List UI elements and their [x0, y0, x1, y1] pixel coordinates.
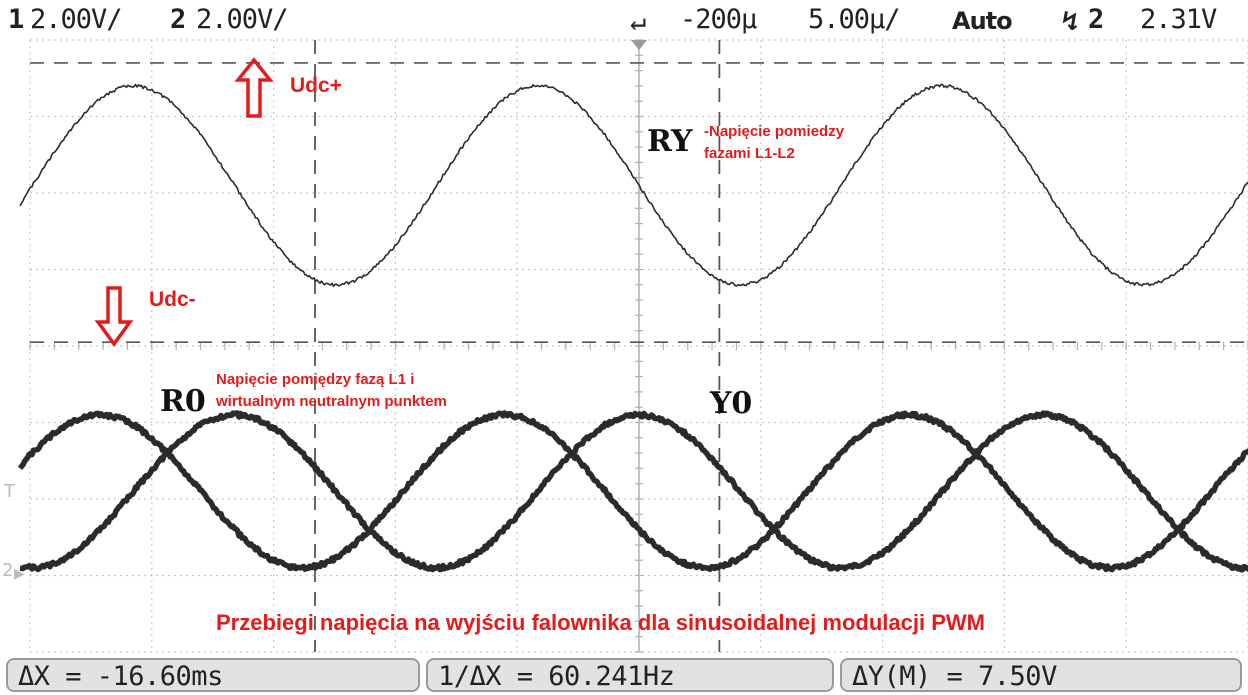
trigger-mode[interactable]: Auto	[952, 7, 1013, 35]
ro-description-line1: Napięcie pomiędzy fazą L1 i	[216, 371, 415, 388]
ch1-scale[interactable]: 2.00V/	[30, 4, 123, 35]
waveforms	[17, 83, 1248, 573]
svg-text:2: 2	[2, 560, 13, 581]
trigger-level[interactable]: 2.31V	[1140, 4, 1217, 35]
svg-text:▶: ▶	[14, 566, 25, 582]
svg-text:T: T	[3, 481, 16, 502]
delta-y-readout[interactable]: ΔY(M) = 7.50V	[840, 658, 1242, 692]
caption: Przebiegi napięcia na wyjściu falownika …	[216, 610, 985, 635]
rising-edge-icon: ↯	[1062, 6, 1078, 37]
measurement-bar: ΔX = -16.60ms 1/ΔX = 60.241Hz ΔY(M) = 7.…	[0, 655, 1248, 695]
ch1-number[interactable]: 1	[8, 4, 24, 35]
ch2-number[interactable]: 2	[170, 4, 186, 35]
trace-label-r0: R0	[160, 384, 206, 419]
trace-y0	[18, 410, 1248, 573]
ry-description-line1: -Napięcie pomiedzy	[704, 123, 845, 140]
side-markers: T 2 ▶	[2, 481, 25, 582]
delta-x-readout[interactable]: ΔX = -16.60ms	[6, 658, 420, 692]
ro-description-line2: wirtualnym neutralnym punktem	[216, 393, 447, 410]
trace-label-ry: RY	[647, 124, 693, 159]
inverse-delta-x-readout[interactable]: 1/ΔX = 60.241Hz	[426, 658, 834, 692]
trace-label-y0: Y0	[710, 386, 753, 421]
annotation-arrows	[94, 57, 274, 347]
trigger-position-marker-icon	[631, 40, 647, 50]
udc-plus-arrow-icon	[234, 57, 274, 118]
trace-ry	[19, 83, 1248, 287]
trace-r0	[17, 410, 1248, 573]
graticule	[29, 39, 1248, 653]
time-scale[interactable]: 5.00µ/	[808, 4, 901, 35]
udc-plus-label: Udc+	[290, 74, 342, 97]
status-bar: 1 2.00V/ 2 2.00V/ ↵ -200µ 5.00µ/ Auto ↯ …	[0, 0, 1248, 40]
udc-minus-arrow-icon	[94, 286, 134, 347]
ry-description-line2: fazami L1-L2	[704, 145, 795, 162]
ch2-scale[interactable]: 2.00V/	[196, 4, 289, 35]
time-delay[interactable]: -200µ	[680, 4, 757, 35]
udc-minus-label: Udc-	[149, 288, 196, 311]
trigger-source[interactable]: 2	[1088, 4, 1104, 35]
cursor-lines	[30, 40, 1248, 652]
delay-marker-icon: ↵	[630, 6, 646, 37]
